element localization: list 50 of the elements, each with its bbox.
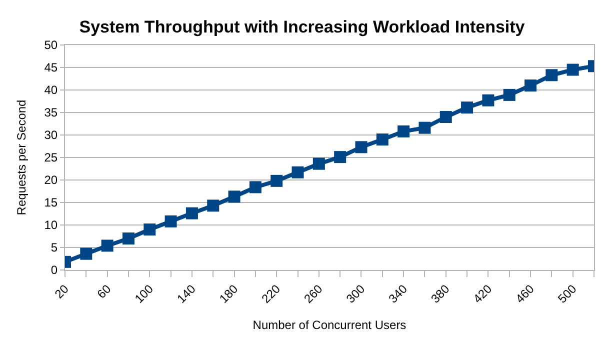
point xyxy=(546,69,558,82)
point xyxy=(249,181,262,194)
y-tick-label: 5 xyxy=(50,240,58,255)
x-tick-label: 140 xyxy=(174,282,199,306)
point xyxy=(418,122,431,134)
y-tick-label: 35 xyxy=(44,106,58,120)
point xyxy=(101,240,114,252)
y-tick-label: 50 xyxy=(44,38,58,52)
point xyxy=(312,158,325,170)
point xyxy=(503,88,516,101)
point xyxy=(207,200,220,212)
point xyxy=(376,134,388,146)
x-tick-label: 260 xyxy=(301,282,326,306)
x-tick-label: 180 xyxy=(216,282,241,306)
point xyxy=(292,166,304,178)
point xyxy=(144,224,156,236)
x-tick-label: 380 xyxy=(428,282,452,306)
point xyxy=(122,232,134,244)
point xyxy=(164,215,177,228)
x-tick-label: 100 xyxy=(132,282,156,306)
x-tick-label: 420 xyxy=(470,282,495,306)
y-tick-label: 25 xyxy=(44,150,58,165)
y-tick-label: 30 xyxy=(44,128,58,142)
point xyxy=(334,151,346,164)
x-tick-label: 460 xyxy=(512,282,538,306)
point xyxy=(186,207,198,220)
y-tick-label: 10 xyxy=(44,218,58,232)
point xyxy=(228,190,240,203)
y-tick-label: 45 xyxy=(44,60,58,75)
point xyxy=(524,80,537,92)
y-tick-label: 40 xyxy=(44,83,58,98)
point xyxy=(270,174,283,187)
y-tick-label: 0 xyxy=(50,263,58,278)
x-tick-label: 300 xyxy=(344,282,368,306)
x-axis-title: Number of Concurrent Users xyxy=(252,318,406,332)
point xyxy=(355,141,368,154)
y-tick-label: 15 xyxy=(44,196,58,210)
point xyxy=(440,111,452,123)
point xyxy=(80,248,92,260)
chart-title: System Throughput with Increasing Workload Intensity xyxy=(79,17,526,36)
point xyxy=(461,102,474,114)
x-tick-label: 220 xyxy=(258,282,284,306)
y-axis-title: Requests per Second xyxy=(14,100,29,216)
point xyxy=(566,64,579,76)
y-tick-label: 20 xyxy=(44,173,58,188)
x-tick-label: 340 xyxy=(386,282,410,306)
x-tick-label: 500 xyxy=(555,282,580,306)
point xyxy=(398,125,410,138)
x-tick-label: 60 xyxy=(94,282,114,302)
point xyxy=(482,94,494,106)
